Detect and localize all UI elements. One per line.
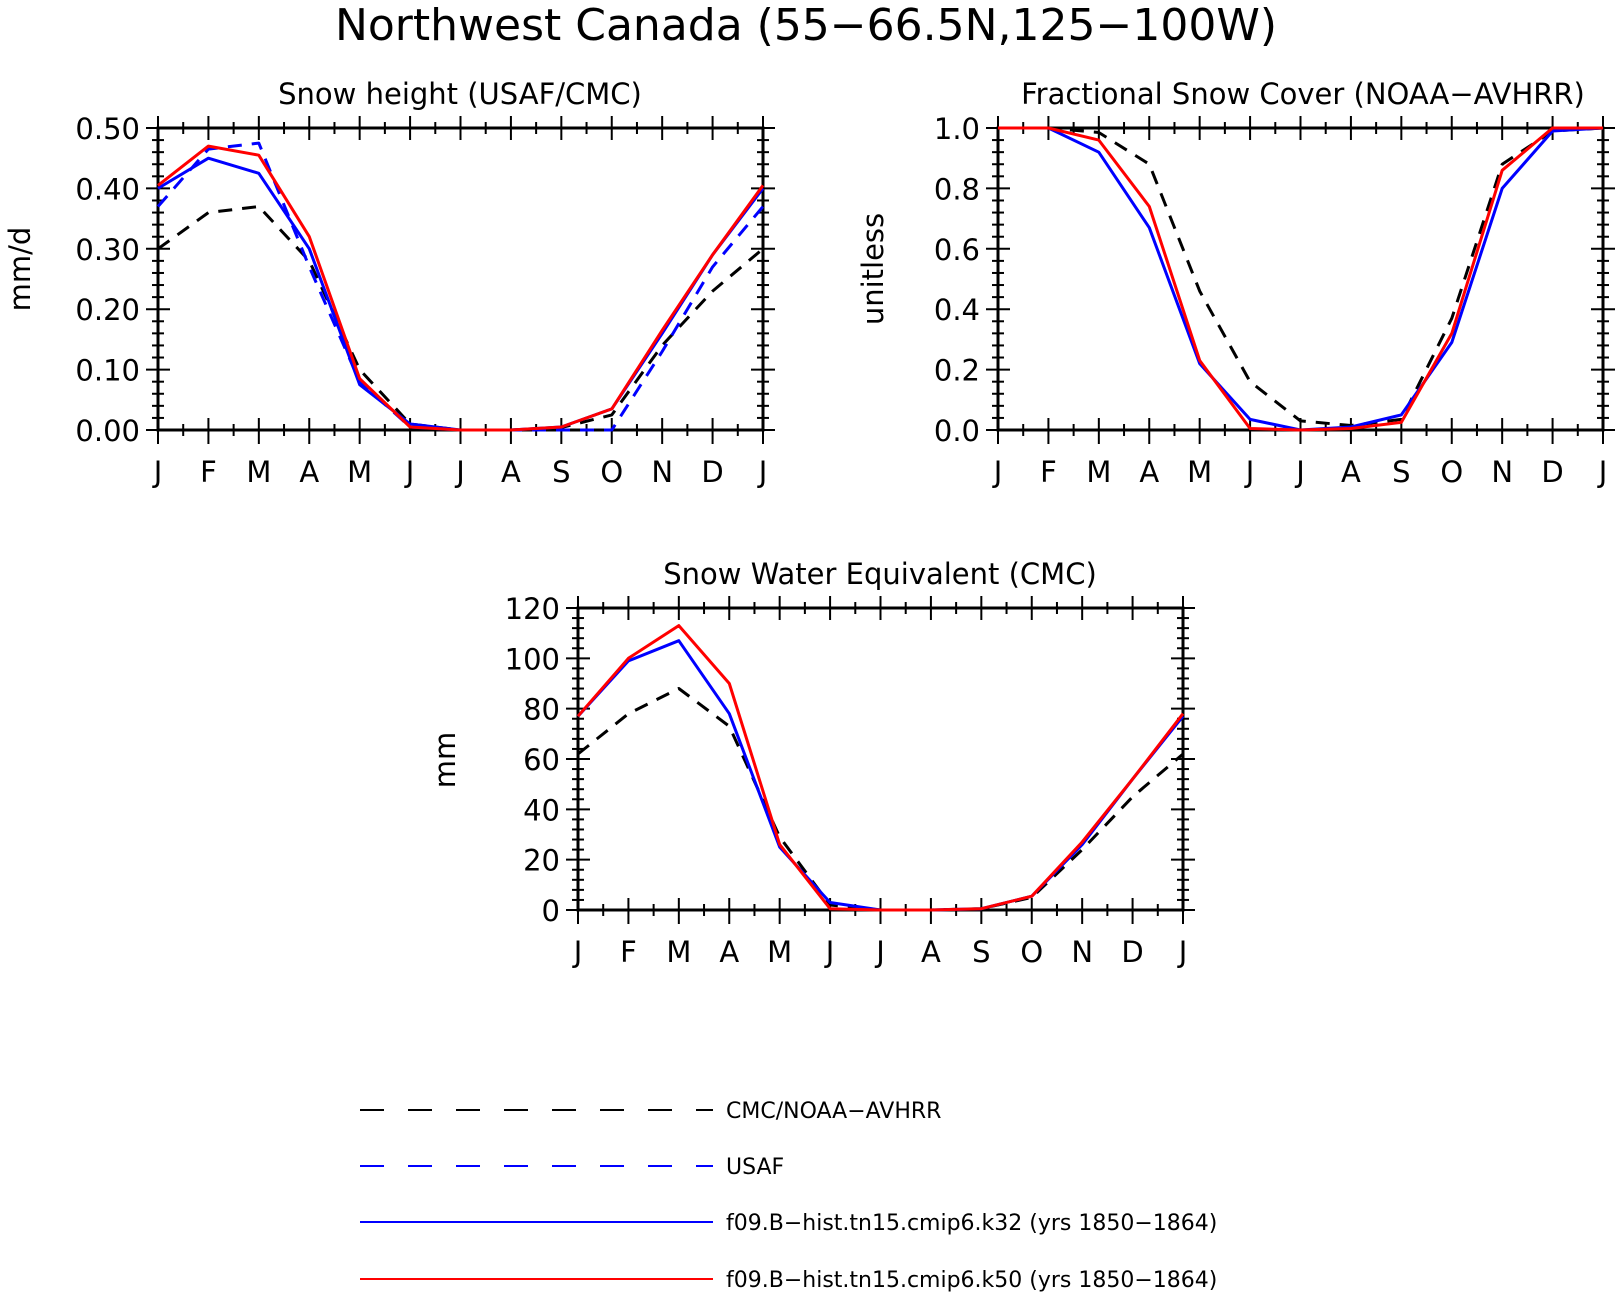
swe-y-tick-label: 120 bbox=[505, 592, 560, 626]
snow-cover-y-tick-label: 0.8 bbox=[934, 172, 980, 206]
snow-height-series-usaf bbox=[156, 141, 765, 432]
snow-height-x-tick-label: M bbox=[347, 455, 372, 489]
snow-height-x-tick-label: A bbox=[299, 455, 319, 489]
swe-y-tick-label: 60 bbox=[523, 743, 560, 777]
figure-title: Northwest Canada (55−66.5N,125−100W) bbox=[335, 0, 1277, 51]
snow-cover-y-tick-label: 0.2 bbox=[934, 354, 980, 388]
snow-cover-x-tick-label: J bbox=[992, 455, 1003, 489]
snow-cover-y-tick-label: 0.6 bbox=[934, 233, 980, 267]
snow-height-y-tick-label: 0.10 bbox=[75, 354, 140, 388]
swe-y-axis-label: mm bbox=[428, 732, 462, 789]
swe-series-obs bbox=[577, 687, 1184, 912]
snow-height-x-tick-label: A bbox=[501, 455, 521, 489]
snow-height-x-tick-label: J bbox=[454, 455, 465, 489]
snow-cover-x-tick-label: A bbox=[1139, 455, 1159, 489]
swe-x-tick-label: M bbox=[767, 935, 792, 969]
swe-series-k50 bbox=[576, 624, 1185, 912]
snow-height-x-tick-label: J bbox=[757, 455, 768, 489]
legend-label-usaf: USAF bbox=[726, 1155, 784, 1180]
snow-height-x-tick-label: D bbox=[701, 455, 723, 489]
snow-height-x-tick-label: M bbox=[246, 455, 271, 489]
snow-height-y-tick-label: 0.00 bbox=[75, 414, 140, 448]
swe-y-tick-label: 80 bbox=[523, 693, 560, 727]
swe-y-tick-label: 0 bbox=[542, 894, 560, 928]
swe-x-tick-label: J bbox=[572, 935, 583, 969]
snow-cover-y-tick-label: 0.4 bbox=[934, 293, 980, 327]
snow-height-y-tick-label: 0.20 bbox=[75, 293, 140, 327]
swe-plot-frame bbox=[576, 606, 1185, 912]
legend: CMC/NOAA−AVHRR USAF f09.B−hist.tn15.cmip… bbox=[360, 1099, 1217, 1293]
snow-cover-x-tick-label: S bbox=[1392, 455, 1410, 489]
snow-cover-x-tick-label: F bbox=[1040, 455, 1057, 489]
snow-height-y-tick-label: 0.30 bbox=[75, 233, 140, 267]
snow-cover-panel-title: Fractional Snow Cover (NOAA−AVHRR) bbox=[1021, 77, 1585, 111]
swe-x-tick-label: J bbox=[1177, 935, 1188, 969]
snow-height-x-tick-label: J bbox=[152, 455, 163, 489]
snow-height-panel-title: Snow height (USAF/CMC) bbox=[278, 77, 642, 111]
snow-height-y-axis-label: mm/d bbox=[3, 227, 37, 312]
snow-height-y-tick-label: 0.40 bbox=[75, 172, 140, 206]
swe-x-tick-label: F bbox=[620, 935, 637, 969]
snow-cover-x-tick-label: J bbox=[1294, 455, 1305, 489]
snow-cover-series-obs bbox=[998, 126, 1604, 427]
snow-cover-y-axis-label: unitless bbox=[856, 213, 890, 325]
snow-cover-x-tick-label: N bbox=[1491, 455, 1513, 489]
snow-cover-x-tick-label: M bbox=[1086, 455, 1111, 489]
snow-height-y-tick-label: 0.50 bbox=[75, 112, 140, 146]
swe-x-tick-label: A bbox=[719, 935, 739, 969]
swe-y-tick-label: 20 bbox=[523, 844, 560, 878]
snow-height-series-k32 bbox=[157, 156, 765, 432]
snow-cover-x-tick-label: J bbox=[1244, 455, 1255, 489]
snow-cover-y-tick-label: 1.0 bbox=[934, 112, 980, 146]
snow-cover-series-k32 bbox=[998, 126, 1604, 432]
swe-x-tick-label: N bbox=[1071, 935, 1093, 969]
snow-cover-series-k50 bbox=[998, 126, 1603, 432]
snow-cover-x-tick-label: A bbox=[1341, 455, 1361, 489]
snow-cover-plot-frame bbox=[996, 126, 1605, 432]
snow-height-x-tick-label: F bbox=[200, 455, 217, 489]
legend-label-k50: f09.B−hist.tn15.cmip6.k50 (yrs 1850−1864… bbox=[726, 1268, 1217, 1293]
snow-cover-y-tick-label: 0.0 bbox=[934, 414, 980, 448]
snow-height-plot-frame bbox=[156, 126, 765, 432]
snow-height-x-tick-label: J bbox=[404, 455, 415, 489]
legend-label-obs: CMC/NOAA−AVHRR bbox=[726, 1099, 941, 1124]
snow-cover-x-tick-label: J bbox=[1597, 455, 1608, 489]
swe-panel-title: Snow Water Equivalent (CMC) bbox=[663, 557, 1097, 591]
swe-x-tick-label: D bbox=[1121, 935, 1143, 969]
legend-label-k32: f09.B−hist.tn15.cmip6.k32 (yrs 1850−1864… bbox=[726, 1211, 1217, 1236]
snow-cover-x-tick-label: D bbox=[1541, 455, 1563, 489]
snow-height-x-tick-label: N bbox=[651, 455, 673, 489]
snow-height-x-tick-label: O bbox=[600, 455, 623, 489]
snow-height-series-k50 bbox=[157, 144, 765, 432]
swe-x-tick-label: J bbox=[874, 935, 885, 969]
swe-x-tick-label: O bbox=[1020, 935, 1043, 969]
snow-cover-panel: Fractional Snow Cover (NOAA−AVHRR) unitl… bbox=[856, 77, 1615, 489]
swe-x-tick-label: J bbox=[824, 935, 835, 969]
snow-cover-x-tick-label: O bbox=[1440, 455, 1463, 489]
swe-x-tick-label: M bbox=[666, 935, 691, 969]
snow-height-x-tick-label: S bbox=[552, 455, 570, 489]
swe-x-tick-label: A bbox=[921, 935, 941, 969]
swe-y-tick-label: 100 bbox=[505, 642, 560, 676]
swe-y-tick-label: 40 bbox=[523, 793, 560, 827]
snow-cover-x-tick-label: M bbox=[1187, 455, 1212, 489]
swe-x-tick-label: S bbox=[972, 935, 990, 969]
swe-series-k32 bbox=[576, 639, 1185, 912]
